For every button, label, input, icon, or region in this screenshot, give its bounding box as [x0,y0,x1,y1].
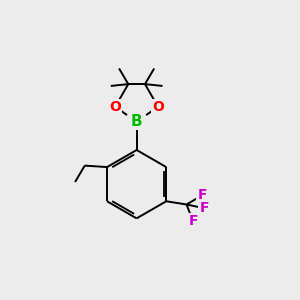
Text: O: O [109,100,121,114]
Text: F: F [188,214,198,228]
Text: F: F [197,188,207,202]
Text: B: B [131,114,142,129]
Text: F: F [199,201,209,215]
Text: O: O [152,100,164,114]
